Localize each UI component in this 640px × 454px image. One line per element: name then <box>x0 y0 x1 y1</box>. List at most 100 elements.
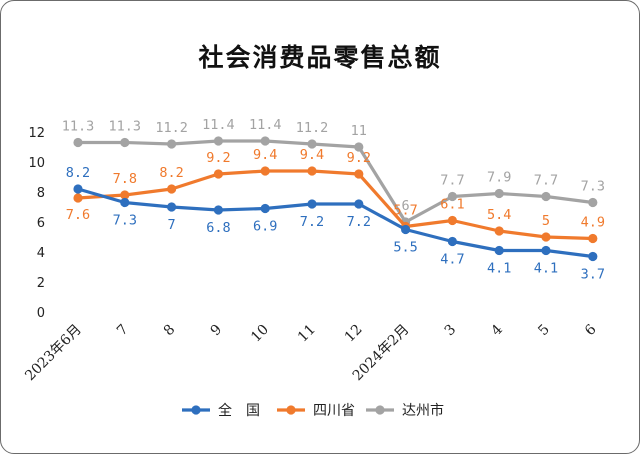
chart-title: 社会消费品零售总额 <box>198 43 442 72</box>
legend-label: 全 国 <box>218 402 260 419</box>
data-label: 4.1 <box>487 261 511 277</box>
data-point <box>307 199 317 209</box>
data-point <box>260 203 270 214</box>
data-label: 7.7 <box>440 173 464 189</box>
data-label: 7.9 <box>487 170 511 186</box>
x-tick-label: 11 <box>295 322 319 346</box>
data-label: 11.2 <box>296 120 329 136</box>
legend-marker <box>375 405 385 415</box>
data-label: 11 <box>351 123 367 139</box>
data-label: 7.2 <box>300 214 324 230</box>
data-label: 8.2 <box>66 165 90 181</box>
series-line <box>76 169 595 241</box>
data-label: 7.2 <box>347 214 371 230</box>
y-tick-label: 2 <box>37 276 45 291</box>
y-tick-label: 10 <box>28 156 45 171</box>
y-tick-label: 4 <box>37 246 45 261</box>
data-point <box>167 202 177 212</box>
y-tick-label: 8 <box>37 186 45 201</box>
x-tick-label: 12 <box>342 322 366 346</box>
legend-marker <box>191 405 201 415</box>
legend-label: 达州市 <box>402 402 444 419</box>
data-label: 11.3 <box>62 119 95 135</box>
y-axis: 0 2 4 6 8 10 12 <box>28 126 45 321</box>
data-point <box>167 139 177 149</box>
data-label: 6.8 <box>206 220 230 236</box>
data-label: 7 <box>168 217 176 233</box>
data-label: 7.8 <box>113 171 137 187</box>
data-label: 8.2 <box>159 165 183 181</box>
data-label: 9.2 <box>347 150 371 166</box>
data-point <box>167 184 177 194</box>
data-point <box>120 197 130 208</box>
data-label: 6.1 <box>440 197 464 213</box>
data-label: 11.3 <box>109 119 142 135</box>
x-tick-label: 9 <box>208 322 226 340</box>
data-point <box>541 245 551 256</box>
data-point <box>73 137 83 148</box>
x-tick-label: 6 <box>582 321 600 339</box>
data-label: 11.4 <box>202 117 235 133</box>
data-label: 11.2 <box>155 120 188 136</box>
data-label: 5.4 <box>487 207 511 223</box>
data-point <box>307 139 317 149</box>
data-label: 11.4 <box>249 117 282 133</box>
y-tick-label: 12 <box>28 126 45 141</box>
data-point <box>447 191 457 202</box>
data-label: 7.6 <box>66 207 90 223</box>
data-labels: 8.2 7.3 7 6.8 6.9 7.2 7.2 5.5 4.7 4.1 4.1 3.7 7.6 7.8… <box>62 117 605 283</box>
data-point <box>73 193 83 203</box>
data-point <box>307 166 317 176</box>
data-point <box>73 184 83 194</box>
data-point <box>447 236 457 247</box>
series-line <box>76 139 595 224</box>
data-point <box>213 205 223 215</box>
series-line <box>76 187 595 259</box>
legend-label: 四川省 <box>313 403 355 419</box>
data-point <box>541 232 551 242</box>
y-tick-label: 6 <box>37 216 45 231</box>
data-point <box>354 169 364 179</box>
legend-marker <box>286 405 296 415</box>
x-tick-label: 7 <box>114 322 132 340</box>
x-tick-label: 5 <box>535 322 553 340</box>
data-label: 3.7 <box>581 267 605 283</box>
data-label: 9.4 <box>253 147 277 163</box>
x-tick-label: 2023年6月 <box>22 322 85 385</box>
data-label: 5 <box>542 213 550 229</box>
data-point <box>260 136 270 146</box>
x-tick-label: 10 <box>248 322 272 346</box>
data-point <box>494 245 504 256</box>
data-point <box>401 224 411 235</box>
data-label: 9.2 <box>206 150 230 166</box>
data-point <box>588 251 598 262</box>
y-tick-label: 0 <box>37 306 45 321</box>
series-lines <box>73 136 598 262</box>
data-point <box>494 226 504 236</box>
x-tick-label: 4 <box>488 321 506 339</box>
data-point <box>541 191 551 202</box>
legend: 全 国 四川省 达州市 <box>182 402 444 419</box>
data-label: 6.9 <box>253 219 277 235</box>
data-point <box>588 197 598 208</box>
data-point <box>213 169 223 179</box>
data-point <box>588 233 598 244</box>
data-point <box>120 137 130 148</box>
data-label: 4.9 <box>581 215 605 231</box>
data-label: 7.7 <box>534 173 558 189</box>
data-point <box>260 166 270 176</box>
data-point <box>354 142 364 152</box>
data-point <box>120 190 130 200</box>
x-tick-label: 8 <box>161 322 179 340</box>
data-point <box>354 199 364 209</box>
data-label: 7.3 <box>113 213 137 229</box>
data-point <box>447 215 457 226</box>
data-point <box>213 136 223 146</box>
data-label: 5.5 <box>393 240 417 256</box>
data-label: 6 <box>402 198 410 214</box>
data-label: 4.1 <box>534 261 558 277</box>
data-label: 7.3 <box>581 179 605 195</box>
